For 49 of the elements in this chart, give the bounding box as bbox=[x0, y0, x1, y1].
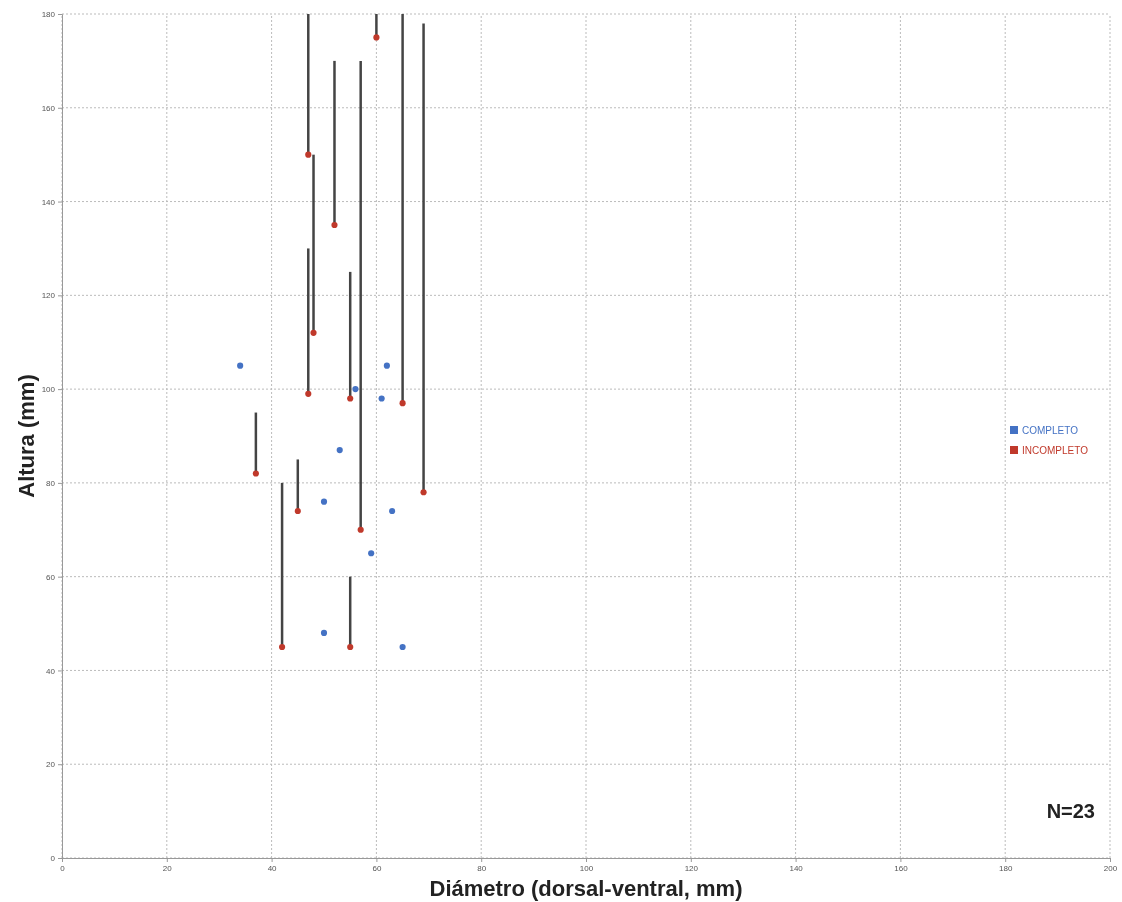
point bbox=[383, 362, 390, 369]
point bbox=[305, 390, 312, 397]
y-tick-label: 160 bbox=[41, 103, 56, 113]
point bbox=[389, 507, 396, 515]
x-tick-label: 200 bbox=[1103, 863, 1118, 873]
legend-label: COMPLETO bbox=[1022, 425, 1079, 436]
point bbox=[294, 507, 301, 515]
point bbox=[368, 550, 375, 557]
legend-label: INCOMPLETO bbox=[1022, 445, 1089, 456]
x-tick-label: 40 bbox=[267, 863, 278, 873]
point bbox=[331, 221, 338, 229]
point bbox=[237, 362, 244, 369]
point bbox=[252, 470, 259, 477]
point bbox=[320, 498, 328, 505]
x-tick-label: 100 bbox=[579, 863, 594, 873]
annotation: N=23 bbox=[1046, 800, 1095, 822]
y-tick-label: 0 bbox=[50, 854, 56, 864]
y-tick-label: 140 bbox=[41, 197, 56, 207]
point bbox=[378, 395, 385, 402]
x-tick-label: 60 bbox=[372, 863, 382, 873]
point bbox=[347, 643, 354, 651]
y-tick-label: 180 bbox=[41, 10, 56, 20]
y-tick-label: 20 bbox=[46, 760, 56, 770]
x-tick-label: 160 bbox=[894, 863, 909, 873]
y-tick-label: 120 bbox=[41, 291, 56, 301]
point bbox=[399, 643, 406, 651]
point bbox=[278, 643, 286, 651]
point bbox=[320, 629, 328, 637]
point bbox=[305, 151, 312, 158]
point bbox=[336, 446, 343, 454]
x-tick-label: 120 bbox=[684, 863, 699, 873]
x-tick-label: 0 bbox=[60, 863, 66, 873]
point bbox=[310, 329, 317, 336]
x-tick-label: 20 bbox=[162, 863, 173, 873]
x-tick-label: 180 bbox=[999, 863, 1013, 873]
point bbox=[420, 489, 427, 496]
y-tick-label: 60 bbox=[46, 572, 56, 582]
y-tick-label: 100 bbox=[41, 385, 56, 395]
x-axis-title: Diámetro (dorsal-ventral, mm) bbox=[429, 876, 743, 901]
y-axis-title: Altura (mm) bbox=[14, 374, 39, 498]
x-tick-label: 140 bbox=[789, 863, 804, 873]
point bbox=[352, 386, 359, 393]
point bbox=[347, 395, 354, 402]
point bbox=[399, 400, 406, 407]
point bbox=[373, 34, 380, 41]
point bbox=[357, 526, 364, 533]
y-tick-label: 40 bbox=[46, 666, 56, 676]
x-tick-label: 80 bbox=[477, 863, 487, 873]
y-tick-label: 80 bbox=[46, 478, 56, 488]
